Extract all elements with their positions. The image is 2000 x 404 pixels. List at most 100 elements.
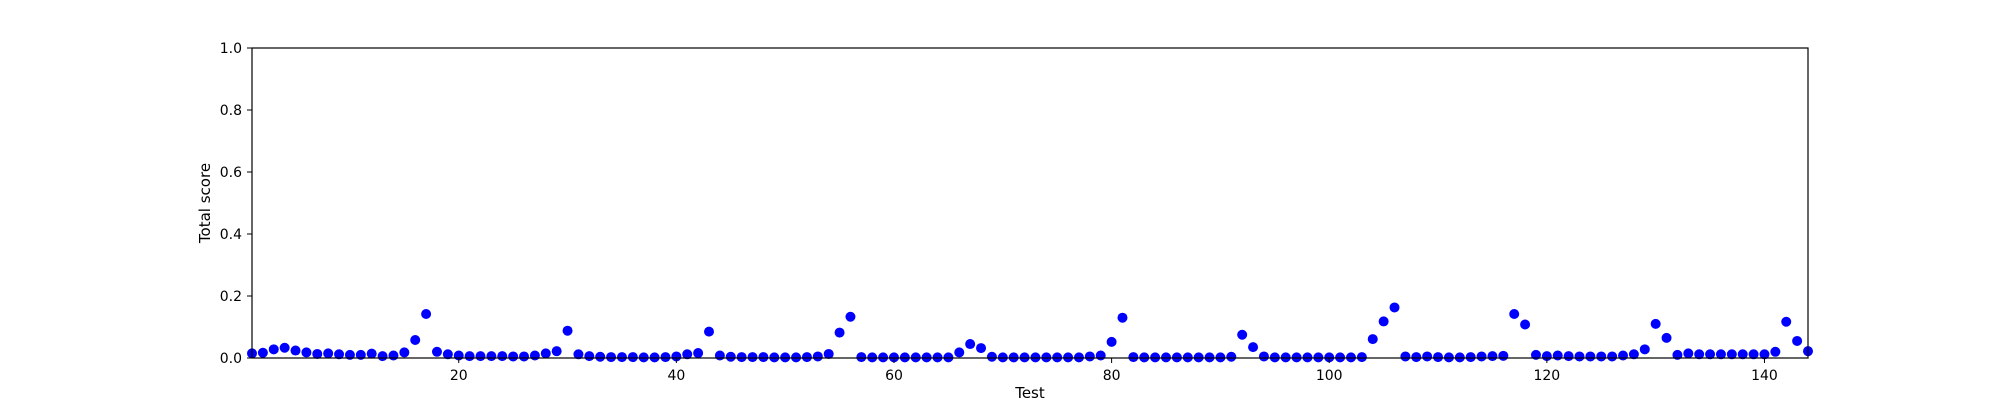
data-point xyxy=(1280,352,1291,363)
data-point xyxy=(1781,316,1792,327)
data-point xyxy=(1248,342,1259,353)
data-point xyxy=(290,345,301,356)
data-point xyxy=(1302,352,1313,363)
data-point xyxy=(1748,349,1759,360)
data-point xyxy=(1737,349,1748,360)
x-axis-label: Test xyxy=(1014,384,1045,400)
data-point xyxy=(606,352,617,363)
data-point xyxy=(323,348,334,359)
data-point xyxy=(442,349,453,360)
data-point xyxy=(421,308,432,319)
data-point xyxy=(1052,352,1063,363)
y-axis-ticks: 0.0 0.2 0.4 0.6 0.8 1.0 xyxy=(220,41,252,367)
data-point xyxy=(932,352,943,363)
y-axis-label: Total score xyxy=(196,163,214,244)
data-point xyxy=(1639,344,1650,355)
data-point xyxy=(1596,351,1607,362)
data-point xyxy=(769,352,780,363)
data-point xyxy=(1715,349,1726,360)
data-point xyxy=(1683,348,1694,359)
data-point xyxy=(1324,352,1335,363)
data-point xyxy=(551,346,562,357)
data-point xyxy=(845,311,856,322)
data-point xyxy=(660,352,671,363)
data-point xyxy=(1378,316,1389,327)
data-point xyxy=(747,352,758,363)
data-point xyxy=(573,349,584,360)
data-point xyxy=(1204,352,1215,363)
data-point xyxy=(976,343,987,354)
data-point xyxy=(671,351,682,362)
x-tick-label: 100 xyxy=(1316,368,1343,384)
data-point xyxy=(714,350,725,361)
data-point xyxy=(1443,352,1454,363)
x-tick-label: 140 xyxy=(1751,368,1778,384)
data-point xyxy=(1498,350,1509,361)
data-point xyxy=(279,342,290,353)
data-point xyxy=(834,327,845,338)
data-point xyxy=(758,352,769,363)
data-point xyxy=(649,352,660,363)
data-point xyxy=(1193,352,1204,363)
data-point xyxy=(1008,352,1019,363)
data-point xyxy=(1476,351,1487,362)
data-point xyxy=(888,352,899,363)
x-tick-label: 40 xyxy=(667,368,685,384)
data-point xyxy=(497,351,508,362)
y-tick-label: 0.6 xyxy=(220,165,242,181)
data-point xyxy=(997,352,1008,363)
data-point xyxy=(954,347,965,358)
data-point xyxy=(965,339,976,350)
data-point xyxy=(1030,352,1041,363)
x-tick-label: 20 xyxy=(450,368,468,384)
data-point xyxy=(1291,352,1302,363)
data-point xyxy=(1705,349,1716,360)
data-point xyxy=(1607,351,1618,362)
data-point xyxy=(1063,352,1074,363)
data-point xyxy=(1084,351,1095,362)
data-point xyxy=(431,346,442,357)
data-point xyxy=(1041,352,1052,363)
plot-area-background xyxy=(252,48,1808,358)
x-axis-ticks: 20 40 60 80 100 120 140 xyxy=(450,358,1778,384)
data-point xyxy=(616,352,627,363)
data-point xyxy=(1574,351,1585,362)
data-point xyxy=(1019,352,1030,363)
data-point xyxy=(388,350,399,361)
data-point xyxy=(1367,334,1378,345)
x-tick-label: 60 xyxy=(885,368,903,384)
data-point xyxy=(1215,352,1226,363)
data-point xyxy=(780,352,791,363)
data-point xyxy=(1335,352,1346,363)
data-point xyxy=(1258,351,1269,362)
data-point xyxy=(334,349,345,360)
data-point xyxy=(910,352,921,363)
data-point xyxy=(1161,352,1172,363)
data-point xyxy=(1422,351,1433,362)
data-point xyxy=(1128,352,1139,363)
y-tick-label: 1.0 xyxy=(220,41,242,57)
x-tick-label: 80 xyxy=(1103,368,1121,384)
data-point xyxy=(366,348,377,359)
data-point xyxy=(725,351,736,362)
data-point xyxy=(1313,352,1324,363)
data-point xyxy=(1661,332,1672,343)
data-point xyxy=(1650,318,1661,329)
data-point xyxy=(301,347,312,358)
y-tick-label: 0.0 xyxy=(220,351,242,367)
data-point xyxy=(1541,351,1552,362)
data-point xyxy=(1139,352,1150,363)
data-point xyxy=(878,352,889,363)
data-point xyxy=(1171,352,1182,363)
data-point xyxy=(1585,351,1596,362)
y-tick-label: 0.2 xyxy=(220,289,242,305)
data-point xyxy=(540,348,551,359)
data-point xyxy=(1400,351,1411,362)
y-tick-label: 0.8 xyxy=(220,103,242,119)
data-point xyxy=(736,352,747,363)
data-point xyxy=(867,352,878,363)
data-point xyxy=(1792,335,1803,346)
data-point xyxy=(1117,312,1128,323)
data-point xyxy=(584,351,595,362)
data-point xyxy=(595,351,606,362)
